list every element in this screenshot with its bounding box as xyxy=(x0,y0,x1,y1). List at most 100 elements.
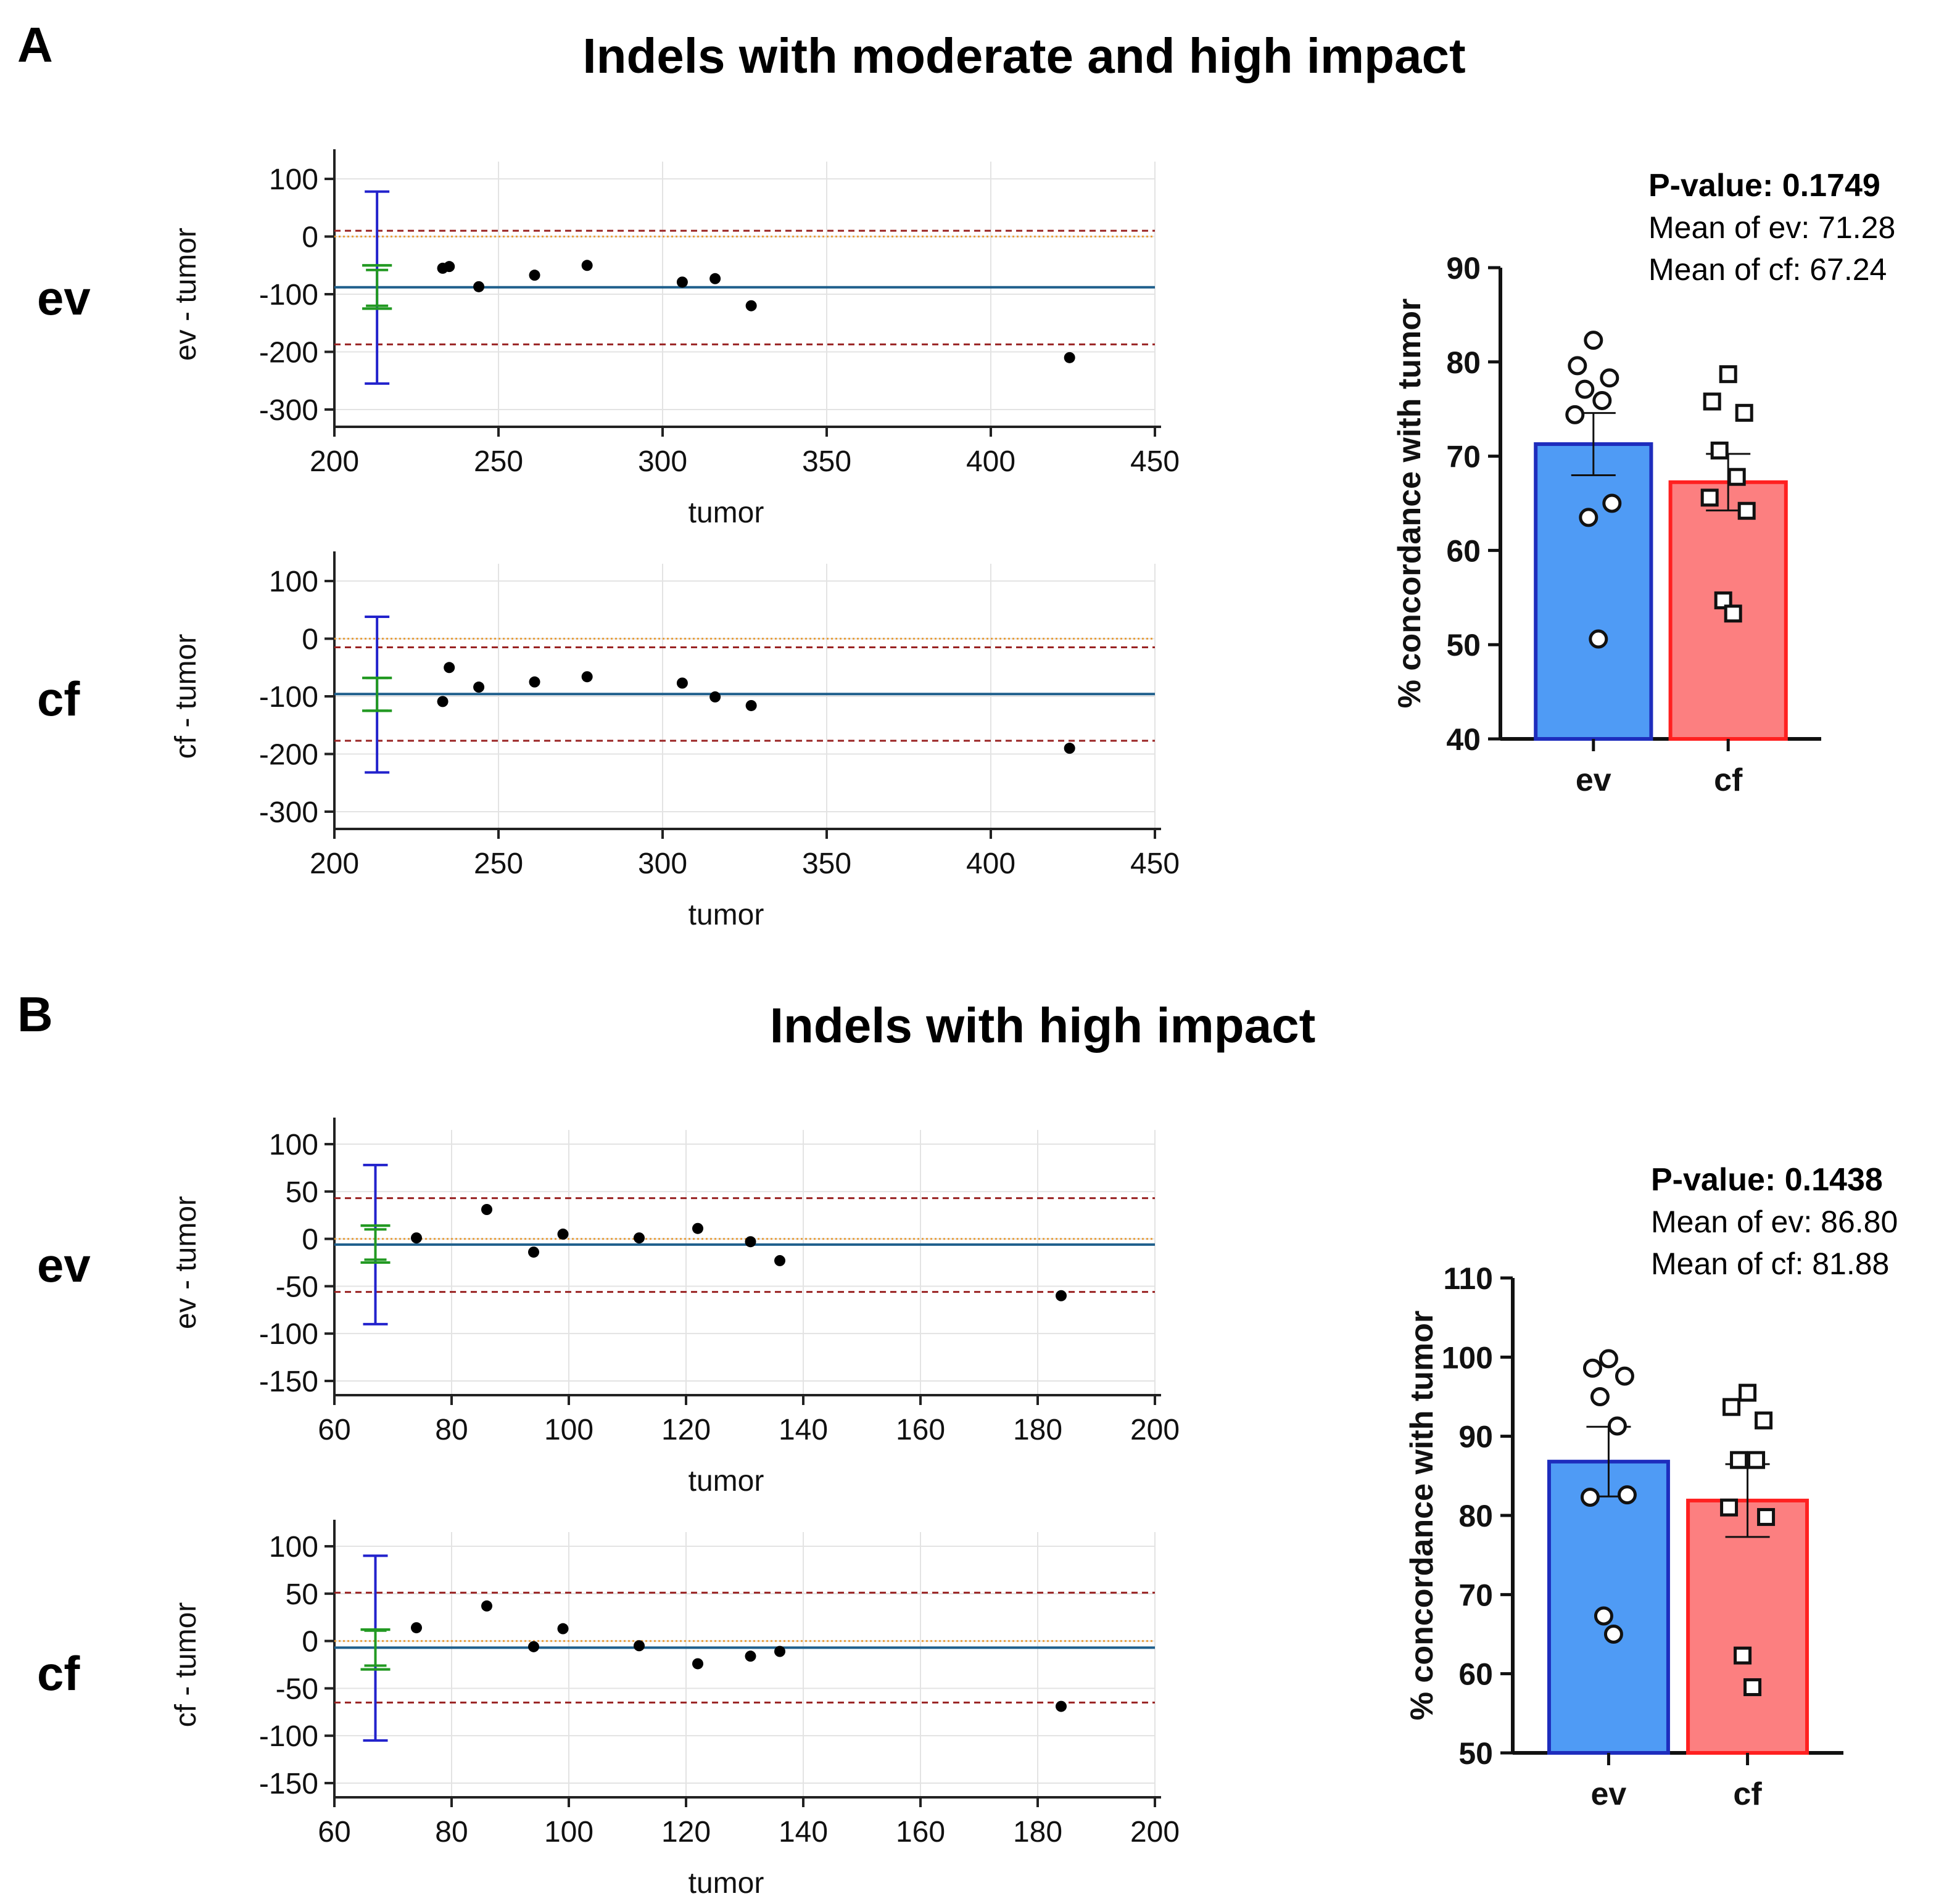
panel-b-ev-x-tick-label-3: 120 xyxy=(661,1414,711,1446)
panel-a-ev-y-axis-label: ev - tumor xyxy=(170,228,202,361)
panel-b-bar-ev-point-3 xyxy=(1590,1387,1610,1406)
panel-a-ev-y-tick-label-4: -300 xyxy=(259,394,318,427)
panel-b-cf-x-tick-label-3: 120 xyxy=(661,1816,711,1848)
panel-a-cf-x-axis-label: tumor xyxy=(689,899,764,931)
panel-b-ev-y-tick-label-2: 0 xyxy=(302,1224,318,1256)
panel-b-ev-data-point-3 xyxy=(557,1228,569,1240)
panel-b-bar-ev-point-7 xyxy=(1594,1606,1613,1626)
panel-b-bar-ev-point-2 xyxy=(1615,1366,1634,1386)
panel-b-bar-cf-point-1 xyxy=(1722,1398,1741,1416)
panel-b-bar-cf-point-2 xyxy=(1755,1411,1773,1430)
panel-b-ev-row-label: ev xyxy=(37,1238,91,1292)
panel-b-cf-data-point-4 xyxy=(634,1640,645,1652)
panel-a-ev-x-tick-label-3: 350 xyxy=(802,445,851,478)
panel-a-bar-ev-point-8 xyxy=(1589,629,1608,649)
panel-a-ev-data-point-5 xyxy=(676,276,688,288)
panel-b-bar-cf-point-7 xyxy=(1734,1646,1752,1665)
panel-b-ev-x-tick-label-7: 200 xyxy=(1130,1414,1180,1446)
panel-b-ev-data-point-6 xyxy=(745,1236,756,1248)
panel-b-mean-cf: Mean of cf: 81.88 xyxy=(1651,1247,1889,1281)
panel-b-ev-data-point-2 xyxy=(528,1247,539,1258)
panel-b-ev-x-tick-label-0: 60 xyxy=(318,1414,350,1446)
panel-a-bar-cf-point-8 xyxy=(1724,604,1742,623)
panel-a-letter: A xyxy=(17,17,53,72)
panel-b-ev-y-axis-label: ev - tumor xyxy=(170,1196,202,1329)
panel-a-cf-data-point-5 xyxy=(676,677,688,689)
panel-a-bar-ev-point-1 xyxy=(1568,356,1587,376)
panel-a-ev-data-point-6 xyxy=(709,273,721,284)
panel-b-ev-y-tick-label-4: -100 xyxy=(259,1318,318,1351)
panel-b-bar-cf-point-3 xyxy=(1730,1451,1748,1469)
panel-b-ev-x-tick-label-2: 100 xyxy=(544,1414,593,1446)
panel-a-ev-y-tick-label-3: -200 xyxy=(259,336,318,369)
panel-a-bar-x-tick-label-ev: ev xyxy=(1576,762,1611,798)
panel-b-cf-data-point-1 xyxy=(481,1600,492,1612)
panel-a-cf-bland-altman-plot: 100 0 -100 -200 -300 200 250 300 350 400 450 tumor c… xyxy=(170,551,1180,931)
panel-b-ev-x-tick-label-5: 160 xyxy=(896,1414,945,1446)
panel-b-cf-data-point-2 xyxy=(528,1641,539,1652)
panel-b-bar-y-tick-label-0: 50 xyxy=(1458,1736,1493,1771)
panel-b-cf-row-label: cf xyxy=(37,1646,80,1700)
panel-a-cf-data-point-6 xyxy=(709,691,721,703)
panel-b-ev-data-point-1 xyxy=(481,1204,492,1215)
panel-a-bar-bar-ev xyxy=(1534,442,1653,741)
panel-b-ev-y-tick-label-3: -50 xyxy=(276,1271,318,1303)
panel-a-bar-cf-point-0 xyxy=(1719,365,1737,384)
panel-b-bar-y-tick-label-2: 70 xyxy=(1458,1578,1493,1612)
panel-b-cf-y-tick-label-2: 0 xyxy=(302,1626,318,1659)
panel-b-cf-x-tick-label-6: 180 xyxy=(1013,1816,1062,1848)
panel-a-bar-chart: 40 50 60 70 80 90 % concordance with tumor ev cf xyxy=(1392,251,1821,798)
panel-a-bar-cf-point-1 xyxy=(1703,392,1721,411)
panel-a-ev-data-point-3 xyxy=(529,270,540,281)
panel-b-cf-y-tick-label-0: 100 xyxy=(269,1531,318,1564)
panel-b-cf-y-axis-label: cf - tumor xyxy=(170,1602,202,1728)
panel-b-cf-y-tick-label-1: 50 xyxy=(286,1578,318,1611)
panel-a-ev-bland-altman-plot: 100 0 -100 -200 -300 200 250 300 350 400 450 tumor e… xyxy=(170,149,1180,529)
panel-b-bar-chart: 50 60 70 80 90 100 110% concordance with tumor… xyxy=(1404,1261,1843,1812)
panel-b-bar-x-tick-label-cf: cf xyxy=(1733,1776,1762,1812)
panel-a-bar-y-tick-label-4: 80 xyxy=(1446,345,1481,380)
panel-b-cf-data-point-7 xyxy=(774,1646,785,1657)
panel-b-bar-cf-point-8 xyxy=(1743,1678,1762,1696)
panel-a-ev-x-tick-label-5: 450 xyxy=(1130,445,1180,478)
panel-a-cf-data-point-2 xyxy=(473,682,485,693)
panel-a-bar-ev-point-7 xyxy=(1579,508,1598,527)
panel-a-bar-y-tick-label-1: 50 xyxy=(1446,628,1481,662)
panel-a-ev-x-tick-label-4: 400 xyxy=(966,445,1015,478)
panel-a-ev-row-label: ev xyxy=(37,271,91,325)
panel-b-cf-x-axis-label: tumor xyxy=(689,1867,764,1900)
panel-a-bar-ev-point-2 xyxy=(1600,368,1619,388)
panel-a-cf-data-point-8 xyxy=(1064,743,1075,754)
panel-a-bar-ev-point-5 xyxy=(1565,405,1585,424)
panel-b-bar-y-axis-label: % concordance with tumor xyxy=(1404,1311,1440,1721)
panel-b-cf-data-point-6 xyxy=(745,1651,756,1662)
panel-a-cf-x-tick-label-2: 300 xyxy=(638,847,687,880)
panel-b-ev-x-axis-label: tumor xyxy=(689,1465,764,1498)
panel-a-mean-cf: Mean of cf: 67.24 xyxy=(1648,252,1887,287)
panel-b-ev-y-tick-label-1: 50 xyxy=(286,1176,318,1209)
panel-b-ev-y-tick-label-0: 100 xyxy=(269,1129,318,1161)
panel-a-bar-y-tick-label-3: 70 xyxy=(1446,440,1481,474)
panel-b-ev-x-tick-label-1: 80 xyxy=(435,1414,468,1446)
panel-b-cf-x-tick-label-4: 140 xyxy=(779,1816,828,1848)
panel-b-bar-x-tick-label-ev: ev xyxy=(1591,1776,1627,1812)
panel-a-bar-cf-point-5 xyxy=(1700,488,1719,507)
panel-a-cf-data-point-7 xyxy=(745,699,757,711)
panel-a-ev-data-point-1 xyxy=(444,261,455,273)
panel-a-cf-y-axis-label: cf - tumor xyxy=(170,634,202,759)
panel-a-cf-x-tick-label-4: 400 xyxy=(966,847,1015,880)
panel-b-title: Indels with high impact xyxy=(770,998,1316,1053)
panel-b-bar-ev-point-5 xyxy=(1580,1487,1600,1507)
panel-b-cf-x-tick-label-1: 80 xyxy=(435,1816,468,1848)
panel-b-bar-y-tick-label-5: 100 xyxy=(1442,1340,1493,1375)
panel-b-cf-y-tick-label-5: -150 xyxy=(259,1768,318,1800)
panel-a-bar-x-tick-label-cf: cf xyxy=(1714,762,1743,798)
panel-a-ev-y-tick-label-0: 100 xyxy=(269,163,318,196)
panel-b-bar-cf-point-4 xyxy=(1747,1451,1766,1469)
panel-b-ev-data-point-8 xyxy=(1056,1290,1067,1301)
panel-a-bar-cf-point-6 xyxy=(1737,501,1756,520)
panel-a-bar-ev-point-0 xyxy=(1584,331,1603,350)
panel-b-cf-data-point-8 xyxy=(1056,1700,1067,1712)
